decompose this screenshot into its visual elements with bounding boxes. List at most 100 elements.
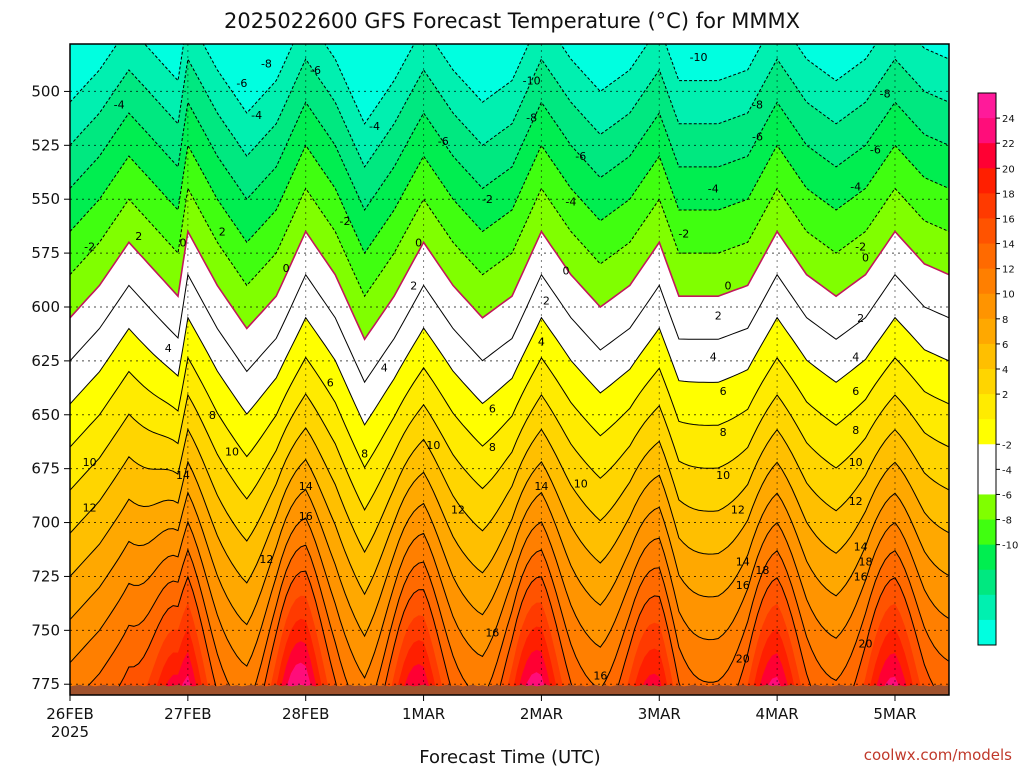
y-tick-label: 600 bbox=[31, 298, 60, 316]
contour-8 bbox=[70, 393, 949, 511]
contour-label: 8 bbox=[209, 409, 216, 422]
contour-label: 0 bbox=[283, 262, 290, 275]
contour-label: 4 bbox=[852, 351, 859, 364]
contour-label: 16 bbox=[485, 626, 499, 639]
contour-label: 2 bbox=[543, 295, 550, 308]
x-tick-label: 4MAR bbox=[756, 705, 799, 723]
contour-label: 20 bbox=[736, 652, 750, 665]
contour-label: 0 bbox=[415, 236, 422, 249]
contour-label: 12 bbox=[849, 495, 863, 508]
contour-label: 8 bbox=[361, 448, 368, 461]
x-axis-label: Forecast Time (UTC) bbox=[419, 747, 600, 768]
contour-label: 10 bbox=[716, 469, 730, 482]
contour-label: 12 bbox=[451, 504, 465, 517]
colorbar-tick-label: 20 bbox=[1002, 164, 1015, 175]
contour-label: 14 bbox=[854, 540, 868, 553]
contour--6 bbox=[70, 100, 949, 212]
contour--4 bbox=[70, 143, 949, 255]
temperature-bands bbox=[70, 44, 949, 695]
colorbar-tick-label: -8 bbox=[1002, 516, 1012, 527]
colorbar-swatch bbox=[978, 118, 996, 144]
contour-label: -8 bbox=[261, 57, 272, 70]
contour-label: 18 bbox=[755, 564, 769, 577]
contour-label: 16 bbox=[593, 670, 607, 683]
y-tick-label: 675 bbox=[31, 460, 60, 478]
contour-label: -6 bbox=[236, 77, 247, 90]
colorbar-swatch bbox=[978, 619, 996, 646]
contour-label: 2 bbox=[857, 312, 864, 325]
contour--8 bbox=[70, 57, 949, 168]
colorbar-tick-label: 2 bbox=[1002, 390, 1008, 401]
contour-label: -6 bbox=[752, 131, 763, 144]
contour-label: -4 bbox=[251, 109, 262, 122]
contour-label: 8 bbox=[720, 426, 727, 439]
contour-labels: -10 -10 -8 -8 -8 -8 -6 -6 -6 -6 -6 -6 -4 -4 -4 -4 -4 -4 -2… bbox=[83, 51, 891, 683]
contour-label: -2 bbox=[482, 193, 493, 206]
band-28 bbox=[178, 662, 902, 695]
contour-10 bbox=[70, 427, 949, 554]
colorbar-tick-label: 16 bbox=[1002, 214, 1015, 225]
colorbar-swatch bbox=[978, 293, 996, 320]
colorbar-swatch bbox=[978, 143, 996, 169]
contour-label: 10 bbox=[849, 456, 863, 469]
contour-label: 10 bbox=[574, 478, 588, 491]
y-tick-label: 625 bbox=[31, 352, 60, 370]
contour-label: 14 bbox=[534, 480, 548, 493]
contour-label: 16 bbox=[854, 570, 868, 583]
contour-label: -2 bbox=[678, 228, 689, 241]
x-tick-label: 26FEB bbox=[46, 705, 93, 723]
contour-label: 0 bbox=[562, 264, 569, 277]
contour-label: 10 bbox=[83, 456, 97, 469]
contour-label: -6 bbox=[310, 64, 321, 77]
contour-lines bbox=[70, 44, 949, 695]
contour-label: 6 bbox=[720, 385, 727, 398]
contour-16 bbox=[70, 517, 949, 679]
y-tick-label: 650 bbox=[31, 406, 60, 424]
y-tick-label: 575 bbox=[31, 244, 60, 262]
contour-label: 2 bbox=[715, 310, 722, 323]
contour-label: 16 bbox=[299, 510, 313, 523]
contour-label: -4 bbox=[708, 182, 719, 195]
contour-label: -2 bbox=[340, 215, 351, 228]
colorbar-swatch bbox=[978, 168, 996, 194]
colorbar-tick-label: 8 bbox=[1002, 315, 1008, 326]
x-tick-label: 1MAR bbox=[402, 705, 445, 723]
contour-label: -2 bbox=[855, 241, 866, 254]
contour-label: 12 bbox=[259, 553, 273, 566]
contour-label: -4 bbox=[369, 120, 380, 133]
band-26 bbox=[162, 641, 909, 695]
colorbar-swatch bbox=[978, 243, 996, 270]
contour-label: 10 bbox=[426, 439, 440, 452]
contour-label: -4 bbox=[850, 180, 861, 193]
contour-label: -8 bbox=[526, 111, 537, 124]
colorbar-tick-label: 22 bbox=[1002, 139, 1015, 150]
contour-label: 2 bbox=[219, 226, 226, 239]
y-tick-label: 525 bbox=[31, 136, 60, 154]
contour-label: 8 bbox=[489, 441, 496, 454]
colorbar-swatch bbox=[978, 594, 996, 621]
colorbar-tick-label: 18 bbox=[1002, 189, 1015, 200]
contour-label: 18 bbox=[859, 555, 873, 568]
colorbar-swatch bbox=[978, 193, 996, 219]
contour--10 bbox=[70, 44, 949, 125]
contour-0 bbox=[70, 229, 949, 341]
contour-18 bbox=[79, 544, 949, 695]
contour-label: 16 bbox=[736, 579, 750, 592]
contour-label: -6 bbox=[575, 150, 586, 163]
colorbar-swatch bbox=[978, 444, 996, 470]
contour-label: 6 bbox=[852, 385, 859, 398]
colorbar-swatch bbox=[978, 343, 996, 370]
colorbar-swatch bbox=[978, 218, 996, 245]
ground-surface bbox=[70, 684, 949, 695]
x-tick-label: 5MAR bbox=[873, 705, 916, 723]
colorbar-tick-label: 6 bbox=[1002, 340, 1008, 351]
contour-14 bbox=[70, 488, 949, 638]
colorbar-tick-label: 14 bbox=[1002, 240, 1015, 251]
colorbar-swatch bbox=[978, 544, 996, 571]
contour-label: 12 bbox=[731, 504, 745, 517]
colorbar-swatch bbox=[978, 569, 996, 596]
colorbar-swatch bbox=[978, 268, 996, 295]
colorbar-swatch bbox=[978, 93, 996, 119]
contour-label: -4 bbox=[565, 195, 576, 208]
